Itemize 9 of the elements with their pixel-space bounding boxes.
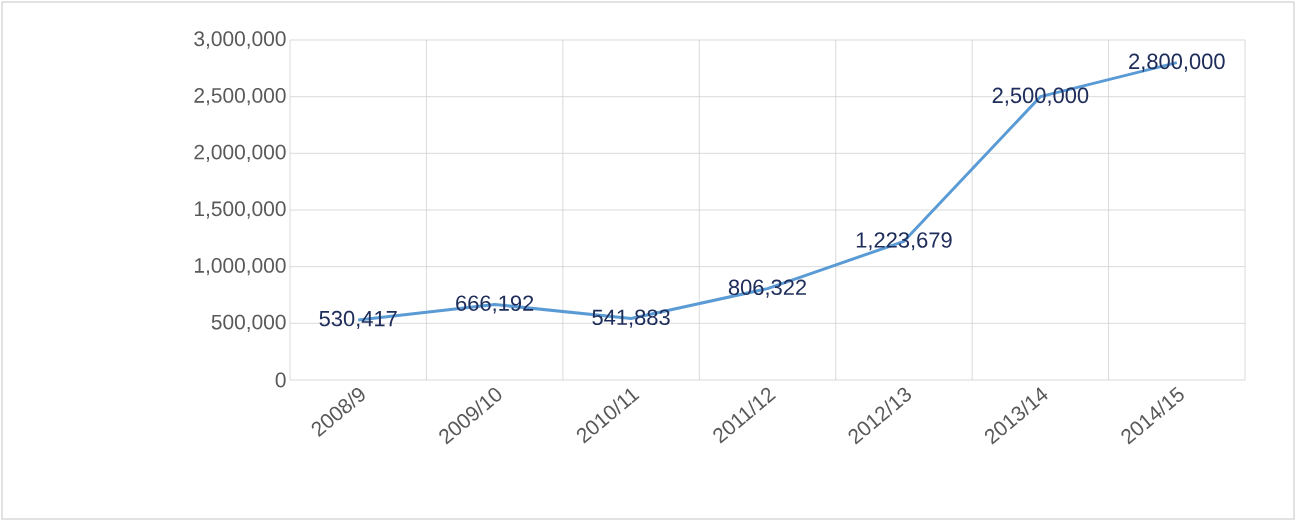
y-tick-label: 3,000,000 [194,31,286,49]
y-tick-label: 1,000,000 [195,258,286,276]
y-tick-label: 2,500,000 [194,88,286,106]
y-tick-label: 1,500,000 [195,201,286,219]
y-tick-label: 2,000,000 [194,144,286,162]
data-label: 2,800,000 [1129,53,1225,72]
data-label: 530,417 [319,310,397,329]
y-tick-label: 500,000 [211,314,286,332]
y-tick-label: 0 [275,372,286,388]
